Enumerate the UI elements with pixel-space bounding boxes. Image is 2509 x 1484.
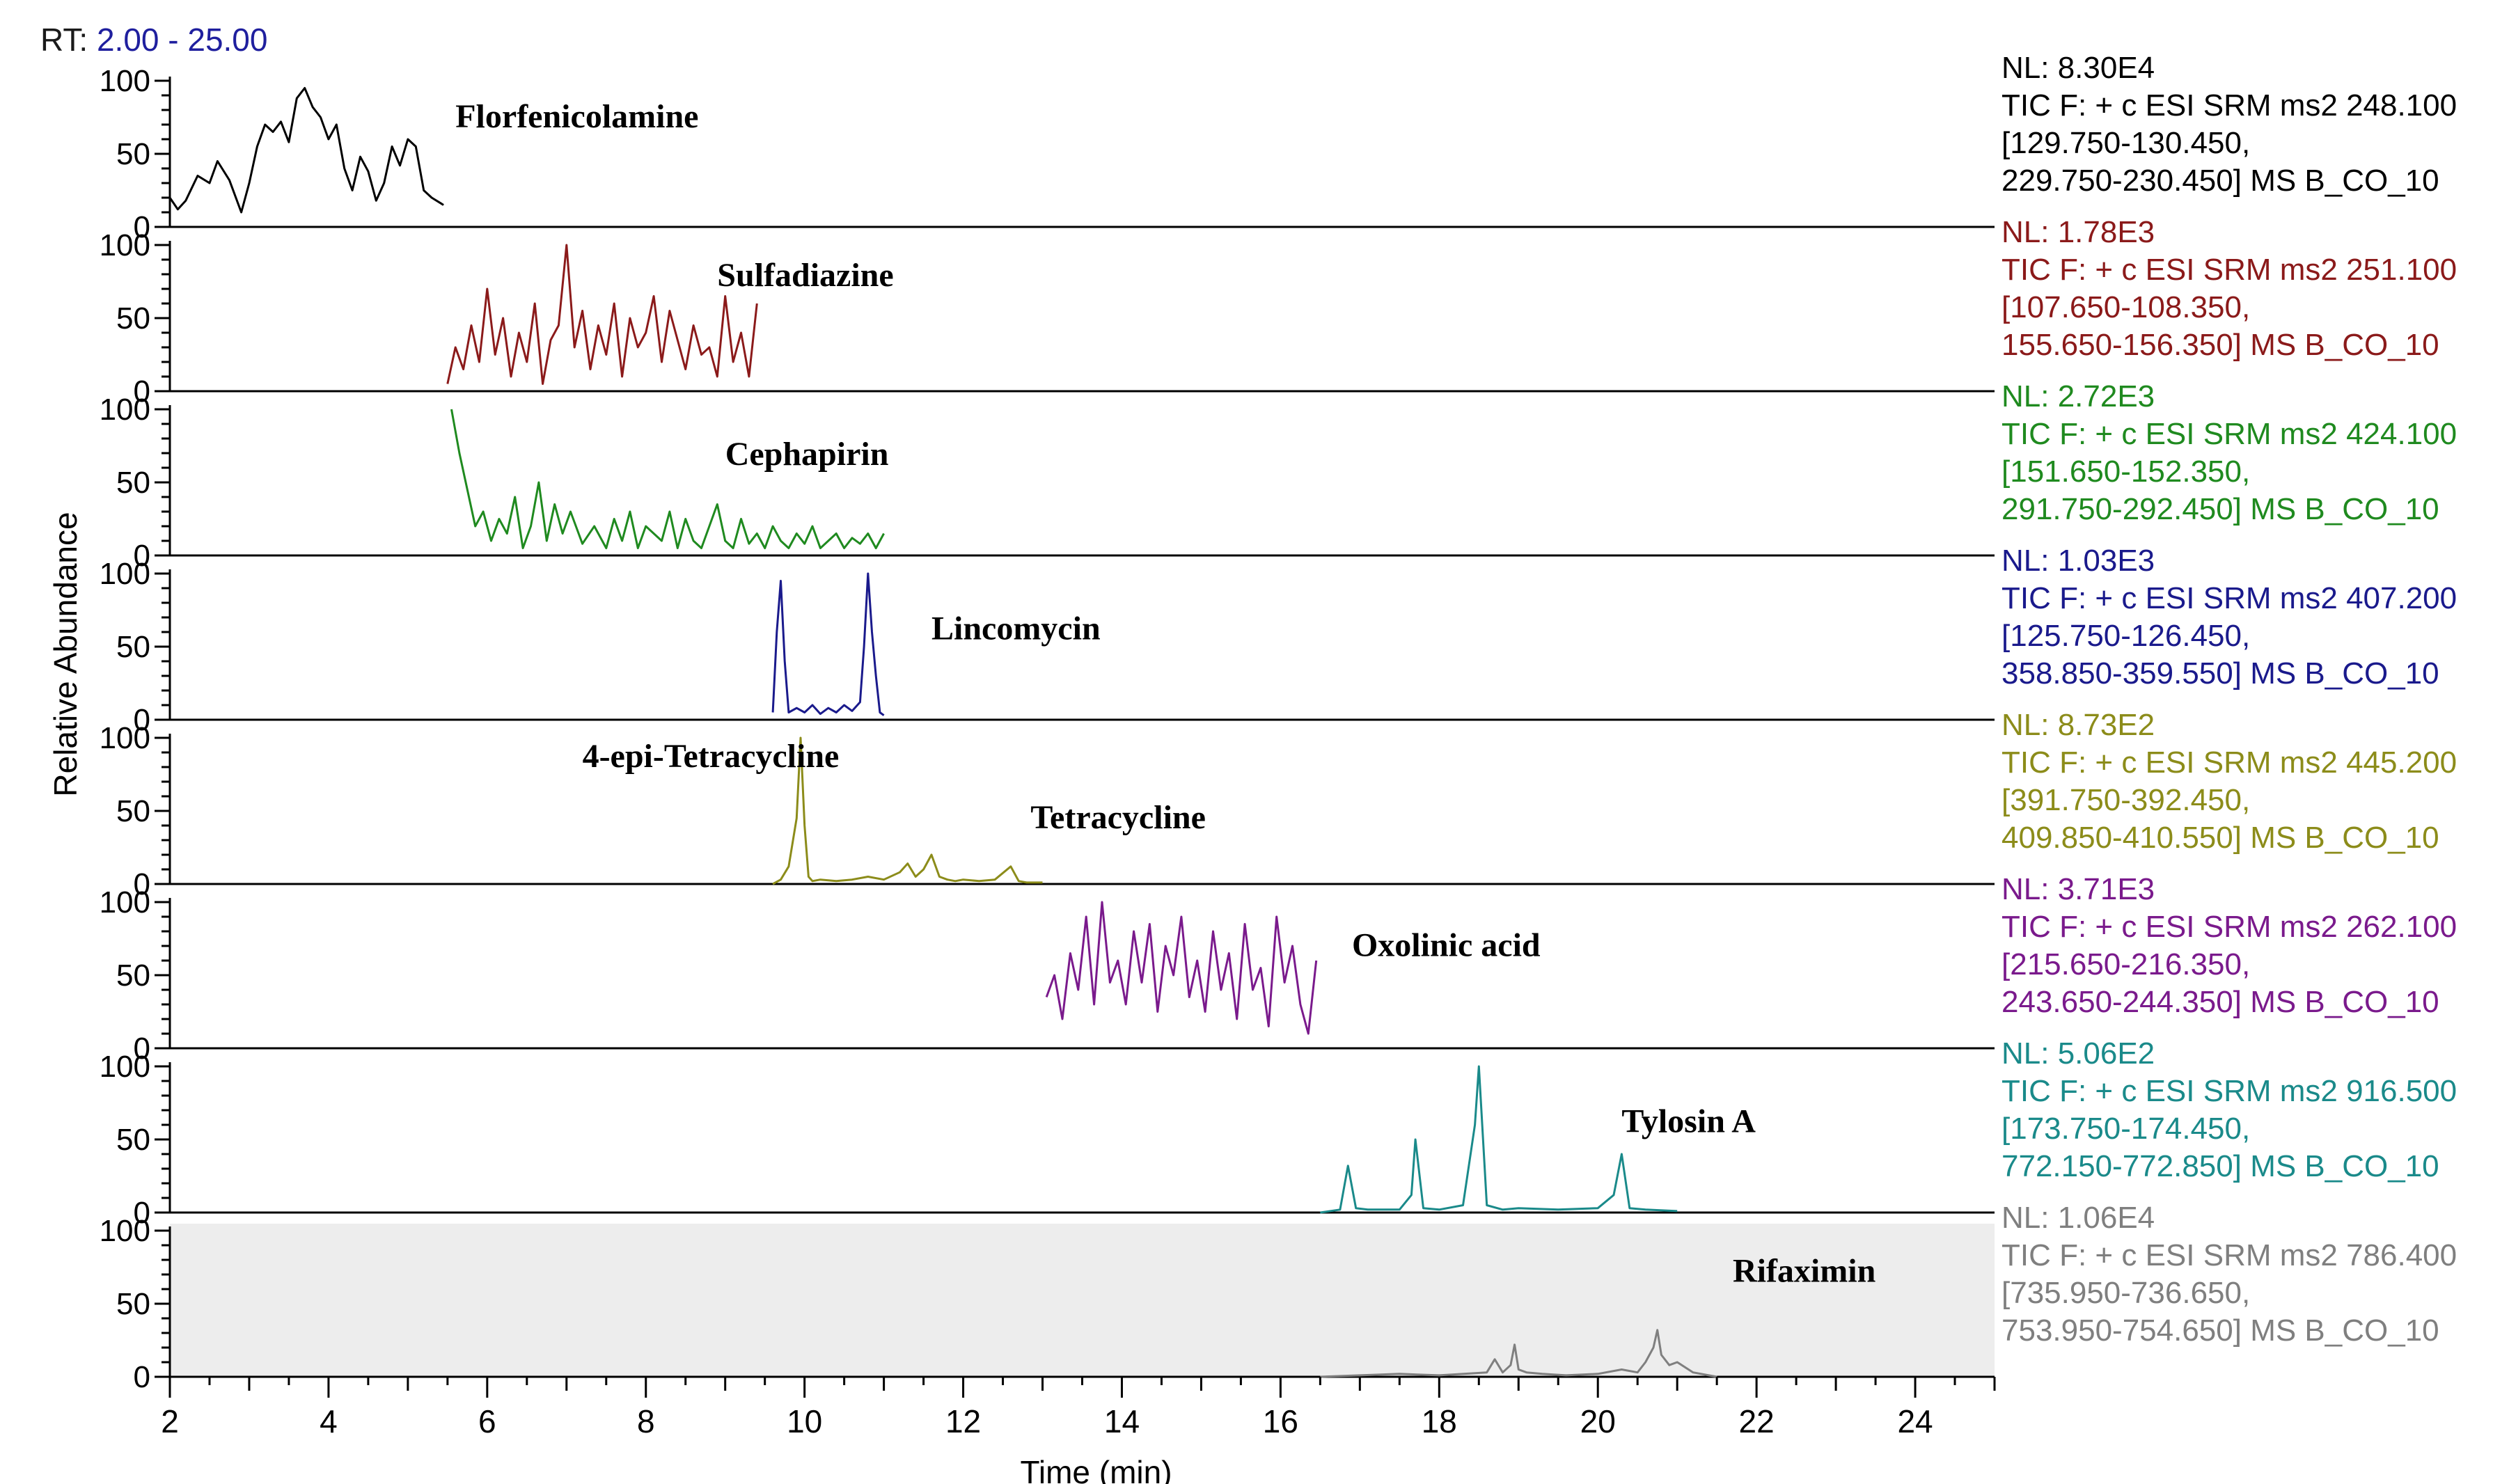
rt-label: RT: bbox=[40, 22, 88, 58]
y-tick-label-tylosin-a: 100 bbox=[100, 1050, 150, 1084]
y-tick-label-oxolinic-acid: 0 bbox=[134, 1032, 150, 1066]
info-line-sulfadiazine: TIC F: + c ESI SRM ms2 251.100 bbox=[2001, 253, 2457, 287]
info-line-rifaximin: 753.950-754.650] MS B_CO_10 bbox=[2001, 1313, 2439, 1348]
x-tick-label: 6 bbox=[478, 1403, 496, 1439]
y-tick-label-tetracycline: 100 bbox=[100, 721, 150, 755]
x-tick-label: 20 bbox=[1580, 1403, 1616, 1439]
info-line-lincomycin: TIC F: + c ESI SRM ms2 407.200 bbox=[2001, 581, 2457, 615]
rt-range: RT: 2.00 - 25.00 bbox=[40, 21, 267, 58]
y-tick-label-florfenicolamine: 100 bbox=[100, 64, 150, 98]
x-tick-label: 8 bbox=[637, 1403, 655, 1439]
info-line-oxolinic-acid: [215.650-216.350, bbox=[2001, 947, 2250, 981]
y-tick-label-sulfadiazine: 100 bbox=[100, 228, 150, 262]
x-tick-label: 4 bbox=[320, 1403, 338, 1439]
trace-florfenicolamine bbox=[168, 87, 444, 214]
compound-label-lincomycin: Lincomycin bbox=[931, 610, 1101, 647]
info-line-florfenicolamine: [129.750-130.450, bbox=[2001, 126, 2250, 160]
trace-lincomycin bbox=[771, 572, 885, 716]
info-line-florfenicolamine: NL: 8.30E4 bbox=[2001, 51, 2155, 85]
info-line-rifaximin: [735.950-736.650, bbox=[2001, 1276, 2250, 1310]
compound-label-4-epi-tetracycline: 4-epi-Tetracycline bbox=[583, 738, 840, 775]
compound-label-rifaximin: Rifaximin bbox=[1733, 1253, 1875, 1290]
y-tick-label-florfenicolamine: 50 bbox=[116, 137, 150, 171]
x-tick-label: 10 bbox=[787, 1403, 822, 1439]
info-line-sulfadiazine: NL: 1.78E3 bbox=[2001, 215, 2155, 249]
info-line-florfenicolamine: TIC F: + c ESI SRM ms2 248.100 bbox=[2001, 88, 2457, 123]
compound-label-cephapirin: Cephapirin bbox=[725, 436, 889, 473]
info-line-cephapirin: [151.650-152.350, bbox=[2001, 455, 2250, 489]
trace-oxolinic-acid bbox=[1045, 901, 1318, 1035]
info-line-tylosin-a: NL: 5.06E2 bbox=[2001, 1036, 2155, 1071]
trace-tetracycline bbox=[772, 736, 1043, 885]
info-line-oxolinic-acid: NL: 3.71E3 bbox=[2001, 872, 2155, 906]
info-line-cephapirin: 291.750-292.450] MS B_CO_10 bbox=[2001, 492, 2439, 526]
x-tick-label: 22 bbox=[1739, 1403, 1775, 1439]
info-line-rifaximin: NL: 1.06E4 bbox=[2001, 1201, 2155, 1235]
compound-label-tylosin-a: Tylosin A bbox=[1621, 1103, 1756, 1140]
x-tick-label: 24 bbox=[1897, 1403, 1933, 1439]
info-line-tylosin-a: TIC F: + c ESI SRM ms2 916.500 bbox=[2001, 1074, 2457, 1108]
info-line-rifaximin: TIC F: + c ESI SRM ms2 786.400 bbox=[2001, 1238, 2457, 1272]
compound-label-sulfadiazine: Sulfadiazine bbox=[717, 257, 893, 294]
y-tick-label-tylosin-a: 50 bbox=[116, 1123, 150, 1157]
y-tick-label-cephapirin: 0 bbox=[134, 539, 150, 573]
x-axis-title: Time (min) bbox=[1020, 1454, 1172, 1484]
info-line-tetracycline: [391.750-392.450, bbox=[2001, 783, 2250, 817]
compound-label-oxolinic-acid: Oxolinic acid bbox=[1352, 927, 1541, 964]
info-line-tylosin-a: 772.150-772.850] MS B_CO_10 bbox=[2001, 1149, 2439, 1183]
info-line-tetracycline: NL: 8.73E2 bbox=[2001, 708, 2155, 742]
y-tick-label-cephapirin: 50 bbox=[116, 466, 150, 500]
info-line-lincomycin: [125.750-126.450, bbox=[2001, 619, 2250, 653]
x-tick-label: 12 bbox=[945, 1403, 981, 1439]
y-axis-title: Relative Abundance bbox=[47, 512, 84, 796]
info-line-cephapirin: TIC F: + c ESI SRM ms2 424.100 bbox=[2001, 417, 2457, 451]
y-tick-label-tylosin-a: 0 bbox=[134, 1196, 150, 1230]
y-tick-label-rifaximin: 0 bbox=[134, 1360, 150, 1394]
compound-label-florfenicolamine: Florfenicolamine bbox=[455, 98, 698, 135]
x-tick-label: 14 bbox=[1104, 1403, 1140, 1439]
y-tick-label-oxolinic-acid: 100 bbox=[100, 885, 150, 919]
info-line-sulfadiazine: [107.650-108.350, bbox=[2001, 290, 2250, 324]
info-line-lincomycin: 358.850-359.550] MS B_CO_10 bbox=[2001, 656, 2439, 690]
y-tick-label-lincomycin: 100 bbox=[100, 557, 150, 591]
y-tick-label-oxolinic-acid: 50 bbox=[116, 958, 150, 993]
y-tick-label-lincomycin: 0 bbox=[134, 703, 150, 737]
info-line-tetracycline: 409.850-410.550] MS B_CO_10 bbox=[2001, 821, 2439, 855]
trace-rifaximin bbox=[1320, 1329, 1717, 1378]
info-line-tylosin-a: [173.750-174.450, bbox=[2001, 1112, 2250, 1146]
trace-tylosin-a bbox=[1320, 1065, 1678, 1214]
x-tick-label: 18 bbox=[1422, 1403, 1457, 1439]
y-tick-label-tetracycline: 50 bbox=[116, 794, 150, 828]
info-line-sulfadiazine: 155.650-156.350] MS B_CO_10 bbox=[2001, 328, 2439, 362]
x-tick-label: 2 bbox=[161, 1403, 179, 1439]
rifaximin-panel-background bbox=[170, 1224, 1995, 1377]
x-tick-label: 16 bbox=[1263, 1403, 1298, 1439]
info-line-cephapirin: NL: 2.72E3 bbox=[2001, 379, 2155, 413]
y-tick-label-florfenicolamine: 0 bbox=[134, 210, 150, 244]
info-line-oxolinic-acid: 243.650-244.350] MS B_CO_10 bbox=[2001, 985, 2439, 1019]
y-tick-label-rifaximin: 50 bbox=[116, 1287, 150, 1321]
rt-value: 2.00 - 25.00 bbox=[96, 22, 268, 58]
trace-sulfadiazine bbox=[446, 244, 758, 385]
trace-cephapirin bbox=[450, 409, 885, 549]
y-tick-label-tetracycline: 0 bbox=[134, 867, 150, 901]
y-tick-label-sulfadiazine: 50 bbox=[116, 301, 150, 336]
info-line-florfenicolamine: 229.750-230.450] MS B_CO_10 bbox=[2001, 164, 2439, 198]
info-line-tetracycline: TIC F: + c ESI SRM ms2 445.200 bbox=[2001, 745, 2457, 780]
info-line-lincomycin: NL: 1.03E3 bbox=[2001, 544, 2155, 578]
y-tick-label-cephapirin: 100 bbox=[100, 393, 150, 427]
y-tick-label-sulfadiazine: 0 bbox=[134, 374, 150, 409]
info-line-oxolinic-acid: TIC F: + c ESI SRM ms2 262.100 bbox=[2001, 910, 2457, 944]
compound-label-tetracycline: Tetracycline bbox=[1030, 799, 1205, 836]
y-tick-label-lincomycin: 50 bbox=[116, 630, 150, 664]
y-tick-label-rifaximin: 100 bbox=[100, 1214, 150, 1248]
